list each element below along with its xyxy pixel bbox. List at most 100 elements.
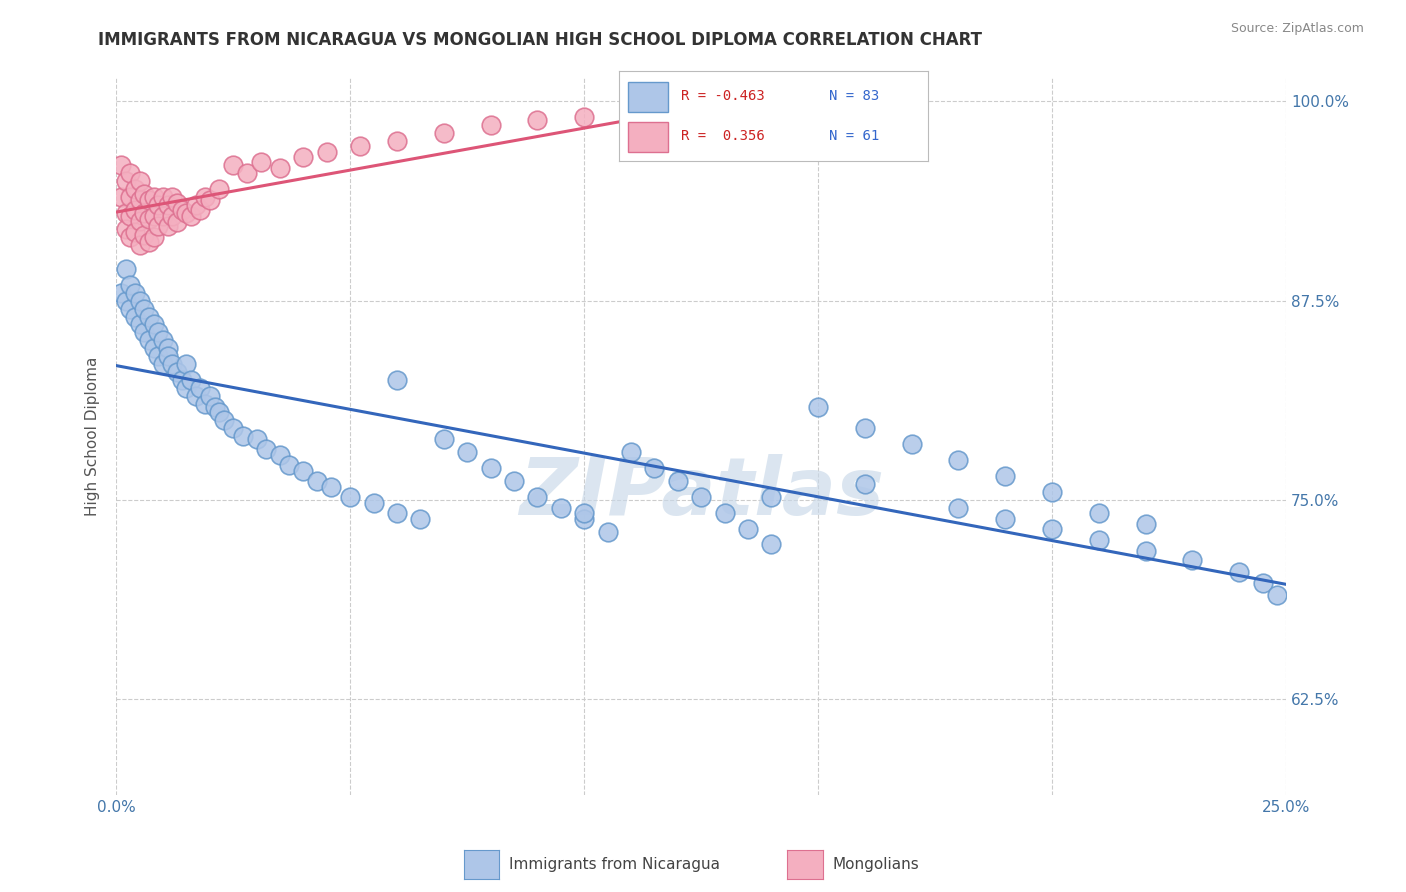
Point bbox=[120, 277, 142, 292]
Point bbox=[222, 421, 245, 435]
Point bbox=[204, 401, 226, 415]
Point bbox=[166, 365, 188, 379]
Point bbox=[761, 537, 783, 551]
Text: Mongolians: Mongolians bbox=[832, 857, 920, 871]
Point bbox=[114, 206, 136, 220]
Point bbox=[142, 318, 165, 332]
Point bbox=[152, 190, 174, 204]
Point bbox=[190, 202, 212, 217]
Point bbox=[307, 474, 329, 488]
Point bbox=[138, 193, 160, 207]
Point bbox=[120, 230, 142, 244]
Point bbox=[620, 445, 643, 459]
Point bbox=[114, 222, 136, 236]
Point bbox=[409, 512, 432, 526]
Point bbox=[900, 437, 922, 451]
Text: N = 83: N = 83 bbox=[830, 89, 879, 103]
Point bbox=[596, 524, 619, 539]
Point bbox=[124, 182, 146, 196]
Point bbox=[349, 139, 371, 153]
Point bbox=[152, 334, 174, 348]
Point bbox=[190, 381, 212, 395]
Point bbox=[128, 193, 150, 207]
Point bbox=[713, 95, 735, 109]
Point bbox=[666, 97, 689, 112]
Point bbox=[138, 235, 160, 249]
Y-axis label: High School Diploma: High School Diploma bbox=[86, 357, 100, 516]
Point bbox=[690, 490, 713, 504]
Point bbox=[1181, 553, 1204, 567]
Point bbox=[363, 496, 385, 510]
Point bbox=[1088, 533, 1111, 547]
Point bbox=[120, 166, 142, 180]
Point bbox=[1251, 575, 1274, 590]
Point bbox=[110, 158, 132, 172]
Point bbox=[138, 212, 160, 227]
Text: Immigrants from Nicaragua: Immigrants from Nicaragua bbox=[509, 857, 720, 871]
Point bbox=[550, 500, 572, 515]
Point bbox=[110, 285, 132, 300]
Point bbox=[194, 190, 217, 204]
Point bbox=[138, 334, 160, 348]
Point bbox=[138, 310, 160, 324]
Point bbox=[124, 285, 146, 300]
Point bbox=[156, 219, 179, 233]
Point bbox=[170, 202, 193, 217]
Point bbox=[713, 506, 735, 520]
Point bbox=[1040, 484, 1063, 499]
Point bbox=[142, 342, 165, 356]
Point bbox=[110, 190, 132, 204]
Point bbox=[292, 464, 315, 478]
Point bbox=[184, 389, 207, 403]
Point bbox=[208, 182, 231, 196]
Point bbox=[142, 209, 165, 223]
Point bbox=[166, 196, 188, 211]
Point bbox=[170, 373, 193, 387]
Point bbox=[180, 209, 202, 223]
Point bbox=[114, 293, 136, 308]
Point bbox=[385, 134, 408, 148]
Point bbox=[156, 342, 179, 356]
Point bbox=[124, 202, 146, 217]
Point bbox=[198, 389, 221, 403]
Point bbox=[503, 474, 526, 488]
Point bbox=[134, 326, 156, 340]
Point bbox=[339, 490, 361, 504]
Point bbox=[994, 512, 1017, 526]
Point bbox=[254, 442, 277, 456]
Point bbox=[236, 166, 259, 180]
Point bbox=[142, 230, 165, 244]
FancyBboxPatch shape bbox=[628, 82, 668, 112]
Point bbox=[830, 99, 852, 113]
Point bbox=[212, 413, 235, 427]
Point bbox=[269, 448, 291, 462]
Point bbox=[572, 506, 595, 520]
Point bbox=[1135, 516, 1157, 531]
Point bbox=[198, 193, 221, 207]
Point bbox=[124, 310, 146, 324]
Point bbox=[176, 381, 198, 395]
Point bbox=[385, 506, 408, 520]
Point bbox=[900, 101, 922, 115]
Point bbox=[232, 429, 254, 443]
Point bbox=[1265, 589, 1288, 603]
Point bbox=[250, 155, 273, 169]
Text: IMMIGRANTS FROM NICARAGUA VS MONGOLIAN HIGH SCHOOL DIPLOMA CORRELATION CHART: IMMIGRANTS FROM NICARAGUA VS MONGOLIAN H… bbox=[98, 31, 983, 49]
Point bbox=[162, 190, 184, 204]
Point bbox=[572, 512, 595, 526]
Point bbox=[853, 421, 876, 435]
Point bbox=[222, 158, 245, 172]
Point bbox=[853, 476, 876, 491]
Point bbox=[120, 301, 142, 316]
Text: R =  0.356: R = 0.356 bbox=[681, 129, 765, 144]
Point bbox=[166, 215, 188, 229]
Point bbox=[134, 186, 156, 201]
Point bbox=[134, 301, 156, 316]
Text: ZIPatlas: ZIPatlas bbox=[519, 454, 883, 533]
Point bbox=[128, 214, 150, 228]
Point bbox=[128, 174, 150, 188]
Point bbox=[148, 219, 170, 233]
Point bbox=[315, 145, 337, 160]
Point bbox=[124, 225, 146, 239]
Point bbox=[433, 126, 456, 140]
